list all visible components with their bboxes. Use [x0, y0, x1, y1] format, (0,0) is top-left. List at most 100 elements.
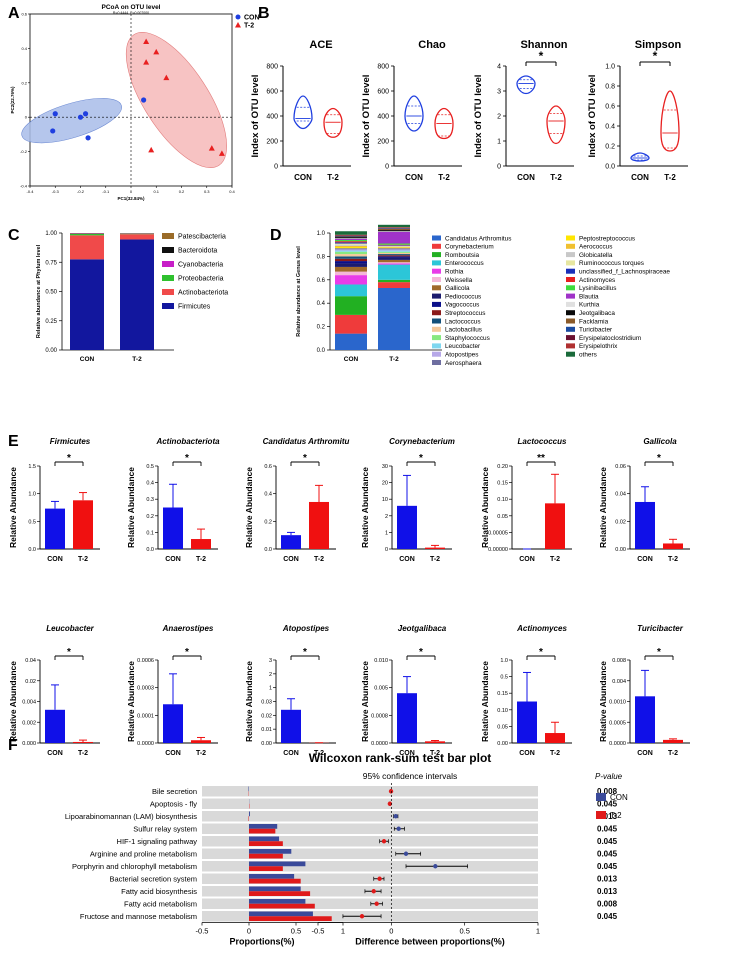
prop-bar-con: [249, 899, 306, 904]
abund-ytick-label: 0.2: [264, 519, 272, 525]
abund-ytick-label: 0.15: [497, 691, 508, 697]
abund-ytick-label: 1.0: [500, 658, 508, 664]
abund-ylabel: Relative Abundance: [598, 467, 608, 548]
pcoa-xtick-label: 0.4: [229, 189, 235, 194]
stack-segment-candidatus-arthromitus: [335, 333, 367, 350]
stack-segment-streptococcus: [335, 258, 367, 262]
stack-segment-erysipelatoclostridium: [335, 235, 367, 236]
prop-row-bg: [202, 811, 343, 822]
genus-legend-label: Erysipelothrix: [579, 343, 618, 350]
phylum-legend-swatch: [162, 275, 174, 281]
alpha-ylabel: Index of OTU level: [361, 75, 372, 158]
abund-ylabel: Relative Abundance: [480, 661, 490, 742]
abund-bar-t-2: [663, 739, 683, 743]
genus-legend-label: Erysipelatoclostridium: [579, 335, 641, 342]
stack-segment-peptostreptococcus: [335, 247, 367, 249]
pcoa-point-con: [77, 114, 84, 120]
stack-segment-firmicutes: [70, 259, 104, 350]
abund-ytick-label: 0.15: [497, 481, 508, 487]
abund-bar-con: [163, 507, 183, 549]
genus-legend-swatch: [566, 293, 575, 299]
genus-legend-label: Ruminococcus torques: [579, 260, 644, 267]
abund-bar-t-2: [425, 741, 445, 743]
stack-segment-lactococcus: [378, 254, 410, 256]
prop-xtick-label: 1: [341, 927, 345, 936]
diff-point: [377, 876, 382, 881]
stack-segment-erysipelothrix: [378, 227, 410, 228]
panel-letter-c: C: [8, 227, 20, 244]
prop-bar-con: [249, 849, 292, 854]
alpha-ytick-label: 0.2: [605, 144, 615, 151]
abund-ylabel: Relative Abundance: [126, 467, 136, 548]
alpha-ytick-label: 200: [377, 139, 389, 146]
pcoa-ytick-label: 0.2: [21, 80, 27, 85]
prop-row-bg: [202, 798, 343, 809]
pcoa-point-con: [52, 111, 58, 117]
abund-sig-marker: *: [419, 647, 423, 658]
diff-xtick-label: -0.5: [312, 927, 325, 936]
diff-row-bg: [318, 786, 538, 797]
abund-sig-marker: *: [185, 647, 189, 658]
genus-legend-label: Enterococcus: [445, 260, 484, 267]
genus-legend-label: Kurthia: [579, 302, 600, 309]
ci-label: 95% confidence intervals: [363, 771, 458, 781]
abund-ytick-label: 0.20: [497, 464, 508, 470]
abund-ytick-label: 0.008: [612, 658, 626, 664]
pcoa-legend-label: CON: [244, 15, 260, 22]
prop-bar-con: [249, 836, 280, 842]
pcoa-xlabel: PC1(32.84%): [117, 196, 145, 201]
genus-legend-swatch: [432, 285, 441, 291]
genus-legend-swatch: [432, 243, 441, 249]
pcoa-point-t-2: [218, 150, 225, 156]
abund-title: Gallicola: [643, 437, 677, 446]
pvalue-label: 0.013: [597, 887, 618, 896]
pcoa-point-t-2: [208, 145, 215, 151]
abund-ytick-label: 0.5: [500, 675, 508, 681]
panel-letter-b: B: [258, 5, 270, 22]
pcoa-legend-label: T-2: [244, 23, 254, 30]
diff-xtick-label: 1: [536, 927, 540, 936]
abund-title: Turicibacter: [637, 624, 684, 633]
genus-legend-swatch: [566, 351, 575, 357]
stack-segment-actinobacteriota: [70, 235, 104, 260]
alpha-ytick-label: 400: [266, 114, 278, 121]
pcoa-xtick-label: -0.4: [27, 189, 35, 194]
stack-segment-others: [378, 224, 410, 228]
abund-ytick-label: 0.3: [146, 497, 154, 503]
alpha-ytick-label: 0.6: [605, 104, 615, 111]
alpha-ytick-label: 1.0: [605, 64, 615, 71]
panel-letter-d: D: [270, 227, 282, 244]
pcoa-ytick-label: -0.2: [20, 149, 28, 154]
abund-ytick-label: 0.0006: [137, 658, 154, 664]
abund-xtick-label: T-2: [550, 750, 560, 757]
violin-con: [293, 95, 313, 130]
pathway-label: Apoptosis - fly: [150, 799, 197, 808]
stack-segment-leucobacter: [378, 250, 410, 252]
pcoa-ytick-label: 0.4: [21, 46, 27, 51]
genus-legend-label: Rothia: [445, 269, 464, 276]
stack-segment-lactobacillus: [335, 254, 367, 257]
stack-segment-lactobacillus: [378, 252, 410, 255]
pvalue-label: 0.045: [597, 837, 618, 846]
prop-bar-t2: [249, 866, 283, 871]
abund-sig-marker: *: [67, 647, 71, 658]
prop-bar-con: [249, 874, 295, 879]
abund-xtick-label: CON: [165, 556, 181, 563]
wilcoxon-legend-label: CON: [610, 793, 628, 802]
stack-segment-rothia: [335, 275, 367, 285]
prop-bar-t2: [249, 841, 283, 846]
stack-ylabel: Relative abundance at Phylum level: [36, 244, 42, 338]
diff-row-bg: [318, 898, 538, 909]
abund-xtick-label: T-2: [78, 556, 88, 563]
stack-segment-romboutsia: [335, 296, 367, 315]
pvalue-label: 0.045: [597, 799, 618, 808]
alpha-sig-marker: *: [653, 49, 658, 63]
pvalue-label: 0.045: [597, 862, 618, 871]
abund-bar-t-2: [309, 501, 329, 549]
abund-ytick-label: 0.06: [615, 464, 626, 470]
stack-ylabel: Relative abundance at Genus level: [296, 246, 302, 337]
abund-ytick-label: 0.0008: [371, 713, 388, 719]
pvalue-label: 0.008: [597, 899, 618, 908]
stack-ytick-label: 0.25: [45, 319, 57, 325]
prop-bar-t2: [249, 916, 332, 921]
